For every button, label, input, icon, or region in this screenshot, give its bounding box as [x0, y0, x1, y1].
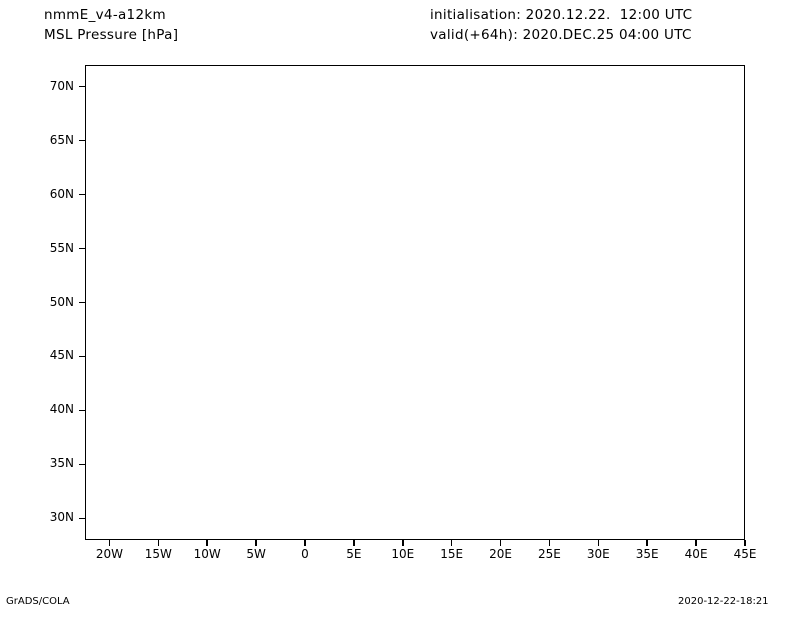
plot-frame — [85, 65, 745, 540]
y-tick-label: 40N — [49, 402, 74, 417]
x-tick-mark — [499, 540, 502, 546]
valid-time-label: valid(+64h): 2020.DEC.25 04:00 UTC — [430, 27, 692, 43]
x-tick-label: 30E — [586, 547, 610, 561]
y-tick-label: 30N — [49, 510, 74, 525]
y-tick-label: 50N — [49, 294, 74, 309]
x-tick-mark — [450, 540, 453, 546]
credit-label: GrADS/COLA — [6, 596, 70, 607]
x-tick-mark — [646, 540, 649, 546]
x-tick-label: 25E — [538, 547, 561, 561]
pressure-contour-plot: 1016101710181019102010211022102310241023… — [50, 65, 756, 561]
x-tick-mark — [206, 540, 209, 546]
x-tick-label: 5E — [346, 547, 362, 561]
x-tick-mark — [401, 540, 404, 546]
x-tick-mark — [304, 540, 306, 546]
x-tick-mark — [108, 540, 111, 546]
y-tick-label: 65N — [49, 132, 74, 147]
y-tick-mark — [79, 139, 85, 142]
y-tick-mark — [79, 301, 85, 304]
y-tick-label: 55N — [49, 240, 74, 255]
y-tick-mark — [79, 409, 85, 412]
x-tick-mark — [695, 540, 697, 546]
x-tick-label: 35E — [635, 547, 659, 561]
y-tick-label: 35N — [49, 456, 74, 471]
x-tick-mark — [157, 540, 160, 546]
x-tick-label: 10E — [391, 547, 415, 561]
x-tick-label: 0 — [301, 547, 309, 561]
x-tick-mark — [255, 540, 257, 546]
y-tick-mark — [79, 247, 85, 250]
x-tick-label: 5W — [246, 547, 266, 561]
x-tick-label: 15E — [440, 547, 464, 561]
x-tick-label: 45E — [733, 547, 757, 561]
model-name-label: nmmE_v4-a12km — [44, 7, 166, 23]
y-tick-mark — [79, 517, 85, 520]
x-tick-label: 40E — [684, 547, 708, 561]
y-tick-mark — [79, 193, 85, 196]
x-tick-mark — [744, 540, 746, 546]
field-name-label: MSL Pressure [hPa] — [44, 27, 179, 43]
x-tick-label: 20E — [489, 547, 512, 561]
initialisation-label: initialisation: 2020.12.22. 12:00 UTC — [430, 7, 693, 23]
x-tick-label: 10W — [193, 547, 221, 561]
x-tick-label: 20W — [95, 547, 123, 561]
y-tick-mark — [79, 355, 85, 358]
y-tick-label: 45N — [49, 348, 74, 363]
y-tick-mark — [79, 85, 85, 88]
x-tick-mark — [353, 540, 355, 546]
y-tick-mark — [79, 463, 85, 466]
timestamp-label: 2020-12-22-18:21 — [678, 596, 769, 607]
x-tick-mark — [548, 540, 551, 546]
x-tick-mark — [597, 540, 600, 546]
x-tick-label: 15W — [144, 547, 172, 561]
y-tick-label: 60N — [49, 186, 74, 201]
y-tick-label: 70N — [49, 78, 74, 93]
